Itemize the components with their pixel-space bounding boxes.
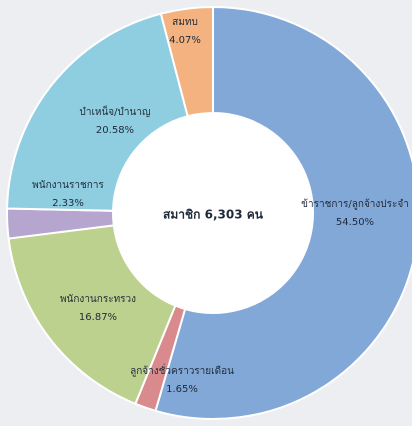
value-label: 16.87% [78,312,118,323]
category-label: พนักงานราชการ [32,180,104,191]
value-label: 20.58% [95,125,135,136]
slice-label: พนักงานกระทรวง 16.87% [33,291,163,327]
category-label: ข้าราชการ/ลูกจ้างประจำ [301,199,409,210]
slice [154,5,412,420]
slice-label: บำเหน็จ/บำนาญ 20.58% [60,104,170,140]
category-label: ลูกจ้างชั่วคราวรายเดือน [130,366,234,377]
slice-label: พนักงานราชการ 2.33% [13,177,123,213]
category-label: บำเหน็จ/บำนาญ [79,107,151,118]
category-label: สมทบ [172,17,198,28]
slice [6,12,189,212]
value-label: 4.07% [169,35,201,46]
slice-label: ลูกจ้างชั่วคราวรายเดือน 1.65% [107,363,257,399]
slice-label: สมทบ 4.07% [165,14,205,50]
category-label: พนักงานกระทรวง [59,294,137,305]
value-label: 2.33% [52,198,84,209]
value-label: 1.65% [166,384,198,395]
donut-hole [114,114,312,312]
slice [7,224,177,406]
slice-label: ข้าราชการ/ลูกจ้างประจำ 54.50% [300,196,410,232]
center-label: สมาชิก 6,303 คน [163,207,263,222]
value-label: 54.50% [335,217,375,228]
slice [159,5,214,118]
